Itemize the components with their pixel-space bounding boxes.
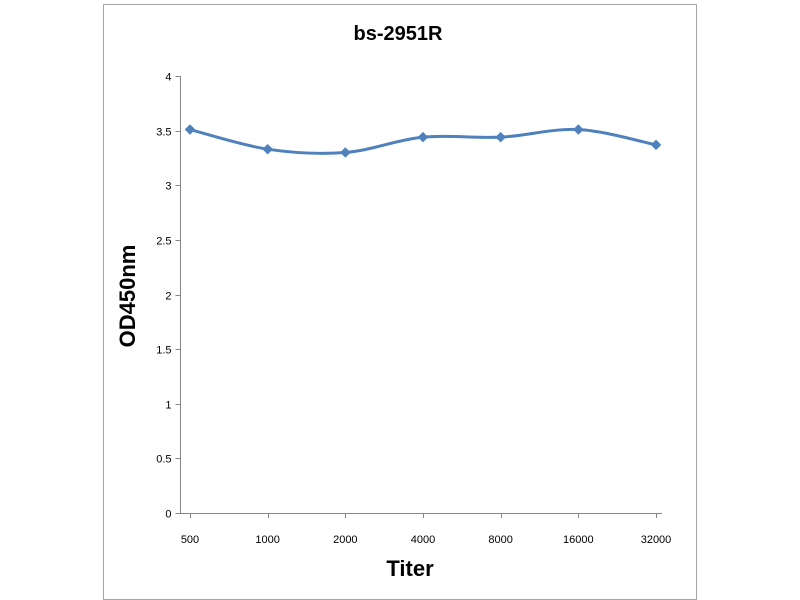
x-tick-label: 2000 bbox=[333, 534, 357, 546]
x-axis-title: Titer bbox=[386, 556, 434, 581]
y-tick-label: 1.5 bbox=[156, 345, 171, 357]
data-point-marker bbox=[339, 147, 351, 158]
chart-title: bs-2951R bbox=[354, 23, 443, 45]
x-axis-ticks: 500 1000 2000 4000 8000 16000 32000 bbox=[181, 513, 671, 546]
x-tick-label: 1000 bbox=[255, 534, 279, 546]
data-point-marker bbox=[495, 131, 507, 143]
y-tick-label: 0 bbox=[165, 509, 171, 521]
x-tick-label: 500 bbox=[181, 534, 199, 546]
y-axis-ticks: 0 0.5 1 1.5 2 2.5 3 3.5 4 bbox=[156, 72, 181, 521]
x-tick-label: 32000 bbox=[641, 534, 672, 546]
y-tick-label: 2 bbox=[165, 291, 171, 303]
y-tick-label: 3.5 bbox=[156, 127, 171, 139]
x-tick-label: 16000 bbox=[563, 534, 594, 546]
plot-area: 0 0.5 1 1.5 2 2.5 3 3.5 4 500 1000 2000 4000 8000 160… bbox=[156, 72, 671, 547]
y-tick-label: 2.5 bbox=[156, 236, 171, 248]
data-point-marker bbox=[262, 143, 274, 155]
chart-frame bbox=[103, 4, 697, 600]
data-point-marker bbox=[650, 139, 662, 151]
data-point-marker bbox=[184, 124, 196, 135]
y-axis-title: OD450nm bbox=[115, 245, 140, 348]
data-point-marker bbox=[417, 131, 429, 143]
data-point-marker bbox=[572, 124, 584, 135]
y-tick-label: 1 bbox=[165, 400, 171, 412]
y-tick-label: 3 bbox=[165, 181, 171, 193]
series-layer bbox=[184, 124, 662, 158]
y-tick-label: 4 bbox=[165, 72, 171, 84]
x-tick-label: 8000 bbox=[488, 534, 512, 546]
y-tick-label: 0.5 bbox=[156, 454, 171, 466]
x-tick-label: 4000 bbox=[411, 534, 435, 546]
